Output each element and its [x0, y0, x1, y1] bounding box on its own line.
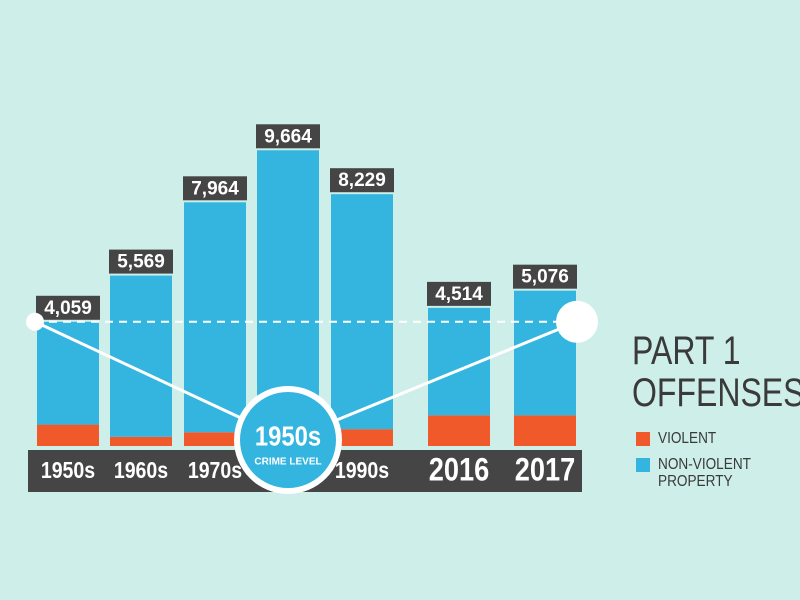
- total-box: [183, 176, 247, 201]
- bar-segment: [331, 194, 393, 430]
- total-label: 7,964: [191, 178, 239, 199]
- total-box: [330, 168, 394, 193]
- badge-subtitle: CRIME LEVEL: [254, 457, 321, 468]
- x-tick-label: 2017: [515, 452, 575, 488]
- legend-swatch: [636, 458, 650, 472]
- legend-label: NON-VIOLENT PROPERTY: [658, 456, 751, 490]
- bar-segment: [428, 415, 490, 446]
- badge-title: 1950s: [255, 420, 321, 452]
- total-box: [109, 249, 173, 274]
- x-tick-label: 1970s: [188, 458, 242, 484]
- chart-title: PART 1 OFFENSES: [632, 329, 800, 415]
- x-tick-label: 2016: [429, 452, 489, 488]
- total-box: [427, 281, 491, 306]
- legend-swatch: [636, 432, 650, 446]
- legend-label: VIOLENT: [658, 430, 717, 447]
- total-label: 4,059: [44, 298, 92, 319]
- marker: [556, 300, 598, 343]
- total-label: 9,664: [264, 126, 312, 147]
- total-label: 5,076: [521, 267, 569, 288]
- badge: [240, 392, 336, 488]
- x-tick-label: 1950s: [41, 458, 95, 484]
- bar-segment: [257, 150, 319, 431]
- bar-segment: [184, 432, 246, 446]
- total-label: 4,514: [435, 284, 483, 305]
- bar-segment: [331, 429, 393, 446]
- total-label: 5,569: [117, 252, 165, 273]
- bar-segment: [37, 321, 99, 425]
- bar-segment: [184, 202, 246, 433]
- total-box: [256, 124, 320, 149]
- bar-segment: [514, 415, 576, 446]
- bar-segment: [37, 424, 99, 446]
- x-tick-label: 1990s: [335, 458, 389, 484]
- bar-segment: [110, 436, 172, 446]
- total-box: [36, 295, 100, 320]
- marker: [26, 312, 44, 331]
- total-label: 8,229: [338, 170, 386, 191]
- bar-segment: [110, 275, 172, 437]
- total-box: [513, 264, 577, 289]
- x-tick-label: 1960s: [114, 458, 168, 484]
